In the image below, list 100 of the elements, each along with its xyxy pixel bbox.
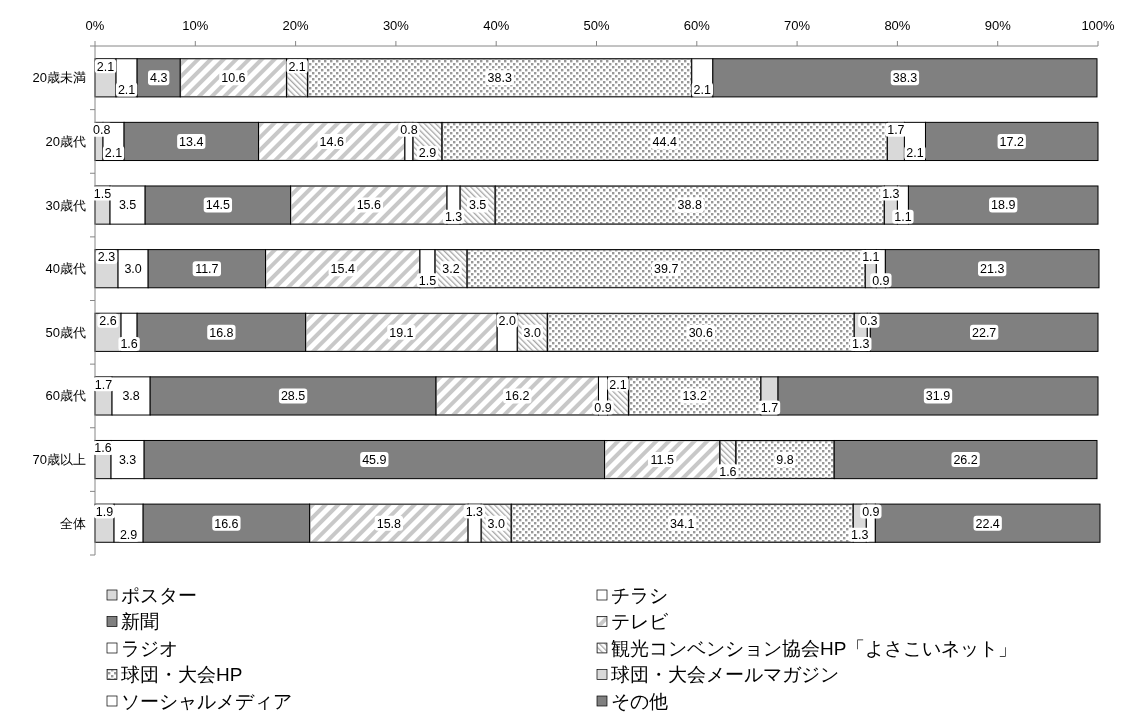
data-label: 1.3 [851,528,869,543]
x-tick-label: 80% [884,18,911,33]
data-label: 19.1 [389,325,414,340]
data-label: 0.3 [860,314,878,329]
data-label: 3.8 [122,389,140,404]
x-tick-label: 70% [784,18,811,33]
x-tick-label: 100% [1081,18,1116,33]
data-label: 18.9 [991,198,1016,213]
legend-label: テレビ [611,611,669,633]
data-label: 28.5 [280,389,306,404]
data-label: 3.3 [118,452,137,467]
data-label: 1.7 [887,123,905,138]
x-tick-label: 60% [683,18,711,33]
data-label: 0.8 [400,123,418,138]
data-label: 1.3 [882,186,900,201]
data-label: 1.1 [862,250,880,265]
data-label: 13.4 [179,134,204,149]
x-tick-label: 30% [382,18,410,33]
x-tick-label: 20% [282,18,310,33]
data-label: 15.8 [376,516,402,531]
data-label: 1.5 [418,273,437,288]
data-label: 2.1 [96,59,115,74]
data-label: 17.2 [999,134,1024,149]
legend-label: チラシ [611,584,668,606]
data-label: 13.2 [682,389,707,404]
data-label: 2.1 [288,59,306,74]
data-label: 3.2 [442,262,460,277]
data-label: 2.3 [97,250,116,265]
data-label: 2.0 [498,314,516,329]
data-label: 10.6 [221,71,246,86]
data-label: 2.1 [104,146,123,161]
data-label: 11.7 [195,262,219,277]
data-label: 3.0 [124,262,142,277]
legend-label: 球団・大会メールマガジン [611,664,839,686]
data-label: 1.7 [760,400,779,415]
data-label: 21.3 [980,262,1005,277]
data-label: 2.6 [99,314,117,329]
data-label: 2.9 [418,146,437,161]
data-label: 16.8 [209,325,234,340]
data-label: 16.2 [505,389,530,404]
y-tick-label: 30歳代 [45,197,86,213]
y-tick-label: 60歳代 [45,388,86,404]
data-label: 14.6 [319,134,344,149]
data-label: 1.5 [93,186,112,201]
data-label: 45.9 [362,452,387,467]
legend-label: ポスター [121,584,197,606]
data-label: 1.1 [894,210,912,225]
data-label: 30.6 [688,325,714,340]
legend-label: ラジオ [121,637,178,659]
data-label: 39.7 [654,262,679,277]
data-label: 2.9 [119,528,138,543]
data-label: 1.6 [719,464,737,479]
data-label: 38.3 [487,71,512,86]
data-label: 16.6 [214,516,239,531]
legend-label: 新聞 [121,611,159,633]
data-label: 0.9 [594,400,612,415]
x-tick-label: 50% [583,18,610,33]
data-label: 3.0 [523,325,542,340]
data-label: 3.5 [118,198,137,213]
x-tick-label: 10% [182,18,209,33]
data-label: 22.4 [975,516,1000,531]
data-label: 4.3 [150,71,168,86]
data-label: 1.3 [444,210,463,225]
x-tick-label: 40% [483,18,510,33]
y-tick-label: 50歳代 [45,324,86,340]
x-tick-label: 0% [85,18,105,33]
data-label: 9.8 [776,452,794,467]
data-label: 1.3 [852,337,870,352]
data-label: 2.1 [117,82,136,97]
data-label: 26.2 [953,452,978,467]
data-label: 1.6 [94,441,112,456]
x-tick-label: 90% [984,18,1012,33]
data-label: 44.4 [652,134,677,149]
data-label: 15.4 [330,262,355,277]
data-label: 0.9 [862,504,880,519]
data-label: 31.9 [925,389,951,404]
data-label: 2.1 [693,82,712,97]
data-label: 2.1 [609,377,627,392]
data-label: 1.6 [120,337,138,352]
data-label: 22.7 [971,325,997,340]
data-label: 11.5 [650,452,674,467]
y-tick-label: 20歳未満 [32,70,86,86]
data-label: 0.8 [92,123,111,138]
data-label: 14.5 [205,198,231,213]
legend-label: 球団・大会HP [121,664,243,686]
data-label: 15.6 [356,198,382,213]
y-tick-label: 40歳代 [45,261,86,277]
y-tick-label: 全体 [60,515,86,531]
data-label: 1.7 [94,377,113,392]
data-label: 1.3 [465,504,484,519]
y-tick-label: 70歳以上 [32,452,86,468]
legend-label: 観光コンベンション協会HP「よさこいネット」 [611,637,1018,659]
data-label: 2.1 [906,146,924,161]
data-label: 38.3 [892,71,918,86]
data-label: 34.1 [670,516,695,531]
y-tick-label: 20歳代 [45,133,86,149]
legend-label: その他 [611,690,668,712]
data-label: 38.8 [677,198,702,213]
data-label: 3.0 [487,516,505,531]
data-label: 3.5 [468,198,487,213]
